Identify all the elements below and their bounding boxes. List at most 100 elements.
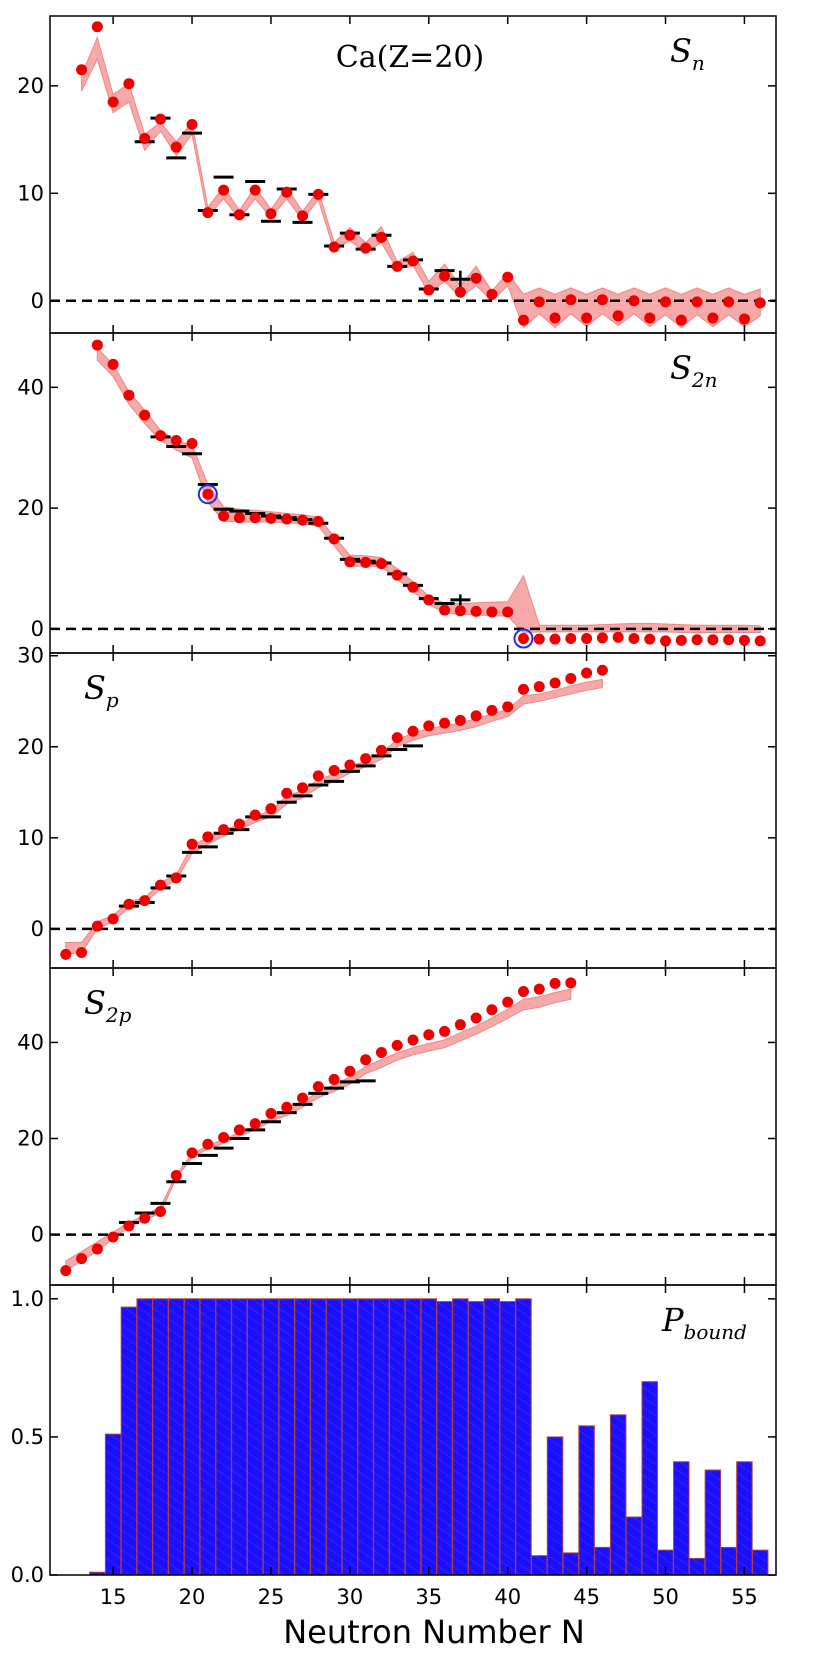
theory-point <box>439 1025 451 1037</box>
theory-point <box>691 634 703 646</box>
bar <box>641 1381 658 1576</box>
theory-point <box>186 437 198 449</box>
panel-frame <box>49 967 777 1286</box>
theory-point <box>407 255 419 267</box>
y-tick-label: 0 <box>31 617 44 641</box>
theory-point <box>76 947 88 959</box>
y-tick-label: 20 <box>17 74 44 98</box>
x-tick-label: 40 <box>494 1585 521 1609</box>
theory-point <box>707 634 719 646</box>
theory-point <box>565 294 577 306</box>
theory-point <box>454 1019 466 1031</box>
panel-label-sub: 2p <box>105 1003 132 1027</box>
theory-point <box>407 581 419 593</box>
theory-point <box>723 296 735 308</box>
theory-point <box>375 1047 387 1059</box>
panel-label: Pbound <box>661 1301 747 1344</box>
theory-point <box>423 1029 435 1041</box>
theory-point <box>407 725 419 737</box>
theory-point <box>249 184 261 196</box>
theory-point <box>486 288 498 300</box>
theory-point <box>360 556 372 568</box>
y-tick-label: 0 <box>31 917 44 941</box>
bar <box>294 1298 311 1576</box>
theory-point <box>565 672 577 684</box>
x-tick-label: 15 <box>100 1585 127 1609</box>
theory-point <box>391 732 403 744</box>
y-tick-label: 0 <box>31 1223 44 1247</box>
theory-point <box>281 1101 293 1113</box>
theory-point <box>470 272 482 284</box>
theory-point <box>391 260 403 272</box>
theory-point <box>297 514 309 526</box>
bar <box>625 1516 643 1576</box>
theory-point <box>312 188 324 200</box>
theory-point <box>218 1132 230 1144</box>
theory-point <box>596 632 608 644</box>
x-tick-label: 50 <box>652 1585 679 1609</box>
theory-point <box>470 605 482 617</box>
y-tick-label: 0.5 <box>11 1425 44 1449</box>
theory-point <box>486 606 498 618</box>
theory-point <box>60 948 72 960</box>
theory-point <box>139 1212 151 1224</box>
theory-point <box>423 284 435 296</box>
x-axis-label: Neutron Number N <box>283 1613 585 1651</box>
bar <box>562 1552 580 1576</box>
bar <box>673 1461 690 1576</box>
theory-point <box>628 295 640 307</box>
bar <box>578 1425 595 1576</box>
theory-point <box>344 229 356 241</box>
theory-point <box>107 913 119 925</box>
theory-point <box>328 764 340 776</box>
y-tick-label: 20 <box>17 735 44 759</box>
theory-point <box>517 314 529 326</box>
x-tick-label: 45 <box>573 1585 600 1609</box>
theory-point <box>691 296 703 308</box>
uncertainty-band <box>96 346 761 634</box>
theory-point <box>612 310 624 322</box>
theory-point <box>265 1108 277 1120</box>
theory-point <box>107 358 119 370</box>
highlight-circle <box>513 628 534 649</box>
bar <box>704 1469 722 1576</box>
bar <box>531 1555 548 1576</box>
theory-point <box>486 1004 498 1016</box>
panel-label-main: S <box>670 349 692 387</box>
theory-point <box>470 1012 482 1024</box>
bar <box>546 1436 564 1576</box>
y-tick-label: 10 <box>17 826 44 850</box>
bar <box>594 1546 611 1576</box>
y-tick-label: 0.0 <box>11 1563 44 1587</box>
theory-point <box>675 634 687 646</box>
theory-point <box>265 803 277 815</box>
theory-point <box>107 96 119 108</box>
theory-point <box>549 977 561 989</box>
y-tick-label: 40 <box>17 1030 44 1054</box>
panel-sn: 0 10 20 Sn <box>17 15 777 334</box>
theory-point <box>154 1206 166 1218</box>
theory-point <box>502 271 514 283</box>
theory-point <box>454 286 466 298</box>
theory-point <box>517 986 529 998</box>
theory-point <box>454 605 466 617</box>
x-tick-label: 55 <box>731 1585 758 1609</box>
theory-point <box>581 667 593 679</box>
theory-point <box>249 1118 261 1130</box>
y-tick-label: 40 <box>17 375 44 399</box>
panel-label: S2n <box>670 349 718 392</box>
theory-point <box>154 879 166 891</box>
highlight-circle <box>197 484 218 505</box>
theory-point <box>423 594 435 606</box>
theory-point <box>202 488 214 500</box>
panel-pbound: 0.0 0.5 1.0 Pbound <box>11 1284 777 1587</box>
panel-frame <box>49 332 777 654</box>
bar <box>751 1549 769 1576</box>
uncertainty-band <box>65 678 603 955</box>
bar <box>736 1461 753 1576</box>
theory-point <box>360 242 372 254</box>
bar <box>183 1298 201 1576</box>
theory-point <box>265 208 277 220</box>
theory-point <box>76 64 88 76</box>
theory-point <box>123 78 135 90</box>
